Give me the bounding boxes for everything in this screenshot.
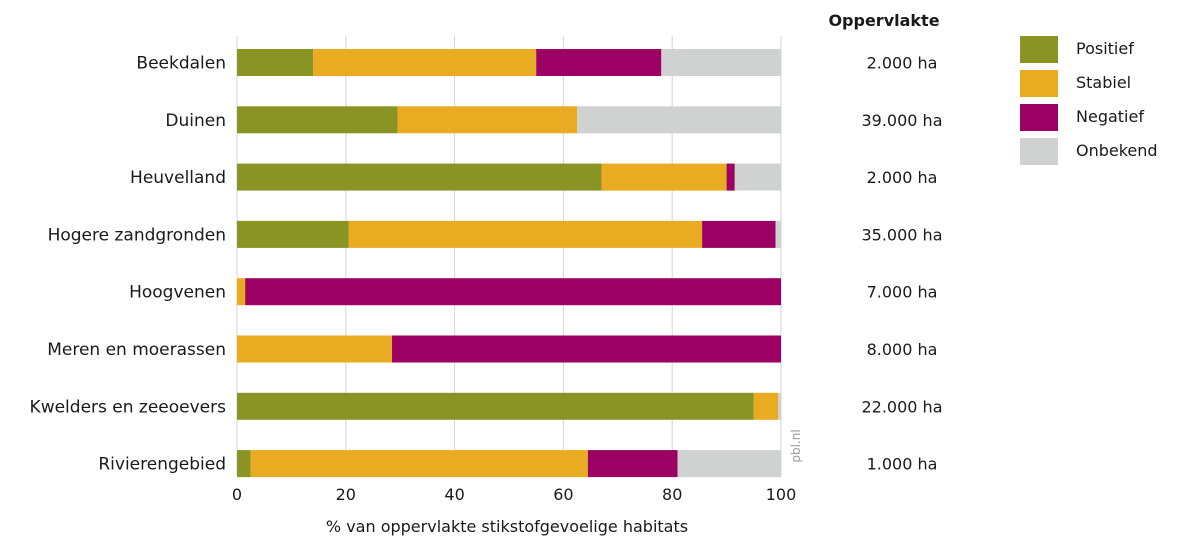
area-value: 22.000 ha: [861, 397, 942, 416]
area-column-title: Oppervlakte: [828, 11, 939, 30]
category-labels: Beekdalen Duinen Heuvelland Hogere zandgron…: [30, 54, 227, 475]
category-label: Meren en moerassen: [47, 340, 226, 360]
bar-segment: [237, 163, 602, 191]
bar-segment: [250, 450, 588, 478]
x-tick-labels: 0 20 40 60 80 100: [232, 485, 796, 504]
legend-label: Stabiel: [1076, 73, 1131, 92]
bar-segment: [753, 392, 779, 420]
legend-swatch: [1020, 70, 1058, 97]
area-value: 2.000 ha: [867, 54, 938, 73]
x-tick-label: 100: [766, 485, 797, 504]
bar-segment: [397, 106, 577, 134]
bar-segment: [536, 49, 662, 76]
legend-swatch: [1020, 36, 1058, 63]
area-value: 2.000 ha: [867, 168, 938, 187]
bar-segment: [677, 450, 781, 478]
area-value: 1.000 ha: [867, 455, 938, 474]
x-tick-label: 20: [336, 485, 356, 504]
category-label: Hoogvenen: [129, 283, 226, 303]
x-tick-label: 40: [444, 485, 464, 504]
bar-segment: [245, 278, 781, 306]
category-label: Kwelders en zeeoevers: [30, 397, 227, 417]
bar-segment: [237, 106, 398, 134]
area-column: 2.000 ha 39.000 ha 2.000 ha 35.000 ha 7.000 …: [861, 54, 942, 474]
bar-segment: [392, 335, 781, 363]
bar-segment: [775, 220, 781, 248]
area-value: 8.000 ha: [867, 340, 938, 359]
area-value: 39.000 ha: [861, 111, 942, 130]
bar-segment: [237, 392, 754, 420]
bar-segment: [237, 335, 393, 363]
bar-segment: [661, 49, 781, 76]
bars: [237, 49, 781, 478]
x-tick-label: 60: [553, 485, 573, 504]
legend-swatch: [1020, 104, 1058, 131]
x-tick-label: 0: [232, 485, 242, 504]
bar-segment: [237, 220, 349, 248]
area-value: 35.000 ha: [861, 225, 942, 244]
legend: Positief Stabiel Negatief Onbekend: [1020, 36, 1158, 165]
source-label: pbl.nl: [789, 429, 803, 462]
legend-label: Negatief: [1076, 107, 1144, 126]
bar-segment: [587, 450, 678, 478]
bar-segment: [734, 163, 781, 191]
bar-segment: [778, 392, 781, 420]
bar-segment: [237, 278, 246, 306]
x-axis-title: % van oppervlakte stikstofgevoelige habi…: [326, 517, 688, 536]
legend-label: Onbekend: [1076, 141, 1158, 160]
legend-swatch: [1020, 138, 1058, 165]
bar-segment: [313, 49, 537, 76]
category-label: Heuvelland: [130, 168, 226, 188]
bar-segment: [726, 163, 735, 191]
bar-segment: [348, 220, 703, 248]
x-tick-label: 80: [662, 485, 682, 504]
category-label: Duinen: [165, 111, 226, 131]
bar-segment: [577, 106, 781, 134]
bar-segment: [702, 220, 776, 248]
category-label: Beekdalen: [136, 54, 226, 74]
legend-label: Positief: [1076, 39, 1134, 58]
bar-segment: [237, 450, 251, 478]
bar-segment: [237, 49, 314, 76]
area-value: 7.000 ha: [867, 283, 938, 302]
category-label: Rivierengebied: [98, 455, 226, 475]
bar-segment: [601, 163, 727, 191]
category-label: Hogere zandgronden: [48, 225, 226, 245]
